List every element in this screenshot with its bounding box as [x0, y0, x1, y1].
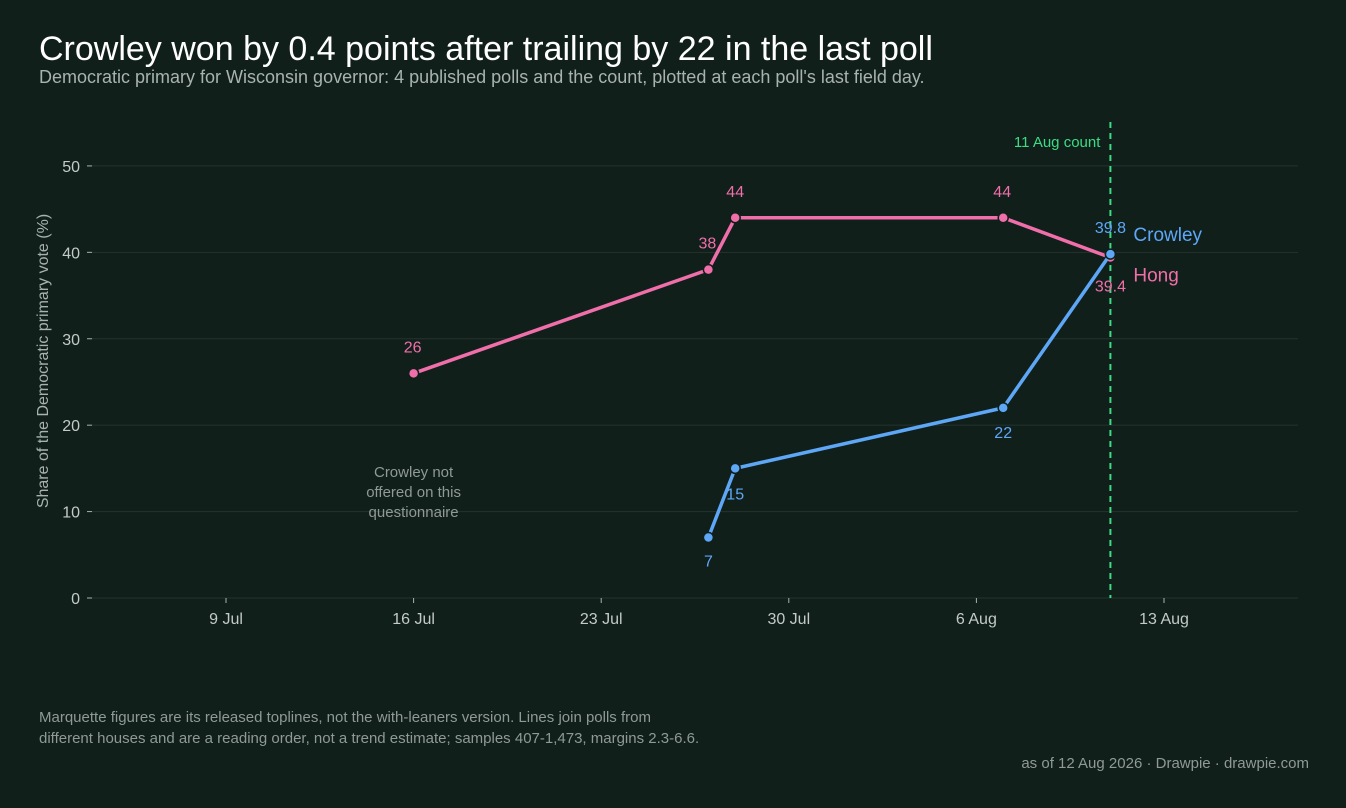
y-tick-label: 40	[62, 245, 80, 262]
crowley-data-label: 39.8	[1095, 220, 1126, 237]
footnote-line-2: different houses and are a reading order…	[39, 730, 700, 747]
crowley-data-label: 22	[994, 425, 1012, 442]
y-axis-label: Share of the Democratic primary vote (%)	[35, 214, 52, 508]
hong-point	[997, 212, 1009, 224]
grid-lines	[92, 165, 1298, 599]
annotation-line: questionnaire	[369, 504, 459, 521]
x-tick-label: 9 Jul	[209, 611, 243, 628]
hong-data-label: 38	[699, 236, 717, 253]
hong-data-label: 39.4	[1095, 279, 1126, 296]
crowley-point	[729, 462, 741, 475]
x-tick-label: 23 Jul	[580, 611, 623, 628]
hong-point	[407, 367, 420, 380]
series-group	[407, 212, 1117, 544]
y-tick-label: 50	[62, 159, 80, 176]
hong-series-name: Hong	[1133, 266, 1178, 287]
credit-line: as of 12 Aug 2026 · Drawpie · drawpie.co…	[1021, 755, 1309, 772]
crowley-data-label: 7	[704, 554, 713, 571]
hong-data-label: 26	[404, 339, 422, 356]
crowley-series-name: Crowley	[1133, 225, 1202, 246]
footnote-line-1: Marquette figures are its released topli…	[39, 709, 651, 726]
chart-title: Crowley won by 0.4 points after trailing…	[39, 30, 933, 68]
annotation-line: offered on this	[366, 484, 461, 501]
hong-line	[411, 216, 1113, 376]
axes: 0 10 20 30 40 50 9 Jul 16 Jul 23 Jul 30 Jul 6 Aug 1…	[35, 159, 1189, 628]
hong-point	[729, 212, 741, 224]
hong-data-label: 44	[993, 184, 1011, 201]
hong-point	[702, 263, 715, 276]
x-tick-label: 13 Aug	[1139, 611, 1189, 628]
crowley-point	[702, 531, 715, 544]
y-tick-label: 20	[62, 418, 80, 435]
footnote: Marquette figures are its released topli…	[39, 707, 799, 749]
crowley-point	[1104, 248, 1117, 260]
crowley-point	[997, 402, 1009, 414]
reference-line-group: 11 Aug count	[1014, 122, 1112, 598]
x-tick-label: 30 Jul	[767, 611, 810, 628]
line-chart: 0 10 20 30 40 50 9 Jul 16 Jul 23 Jul 30 Jul 6 Aug 1…	[35, 122, 1298, 628]
chart-subtitle: Democratic primary for Wisconsin governo…	[39, 67, 925, 87]
count-reference-label: 11 Aug count	[1014, 134, 1101, 151]
y-tick-label: 30	[62, 332, 80, 349]
crowley-data-label: 15	[726, 486, 744, 503]
crowley-line	[706, 252, 1113, 540]
annotation-crowley-not-offered: Crowley not offered on this questionnaire	[366, 464, 461, 521]
data-labels: Crowley not offered on this questionnaire 2…	[366, 184, 1202, 571]
y-tick-label: 10	[62, 505, 80, 522]
hong-data-label: 44	[726, 184, 744, 201]
x-tick-label: 6 Aug	[956, 611, 997, 628]
y-tick-label: 0	[71, 591, 80, 608]
x-tick-label: 16 Jul	[392, 611, 435, 628]
annotation-line: Crowley not	[374, 464, 454, 481]
